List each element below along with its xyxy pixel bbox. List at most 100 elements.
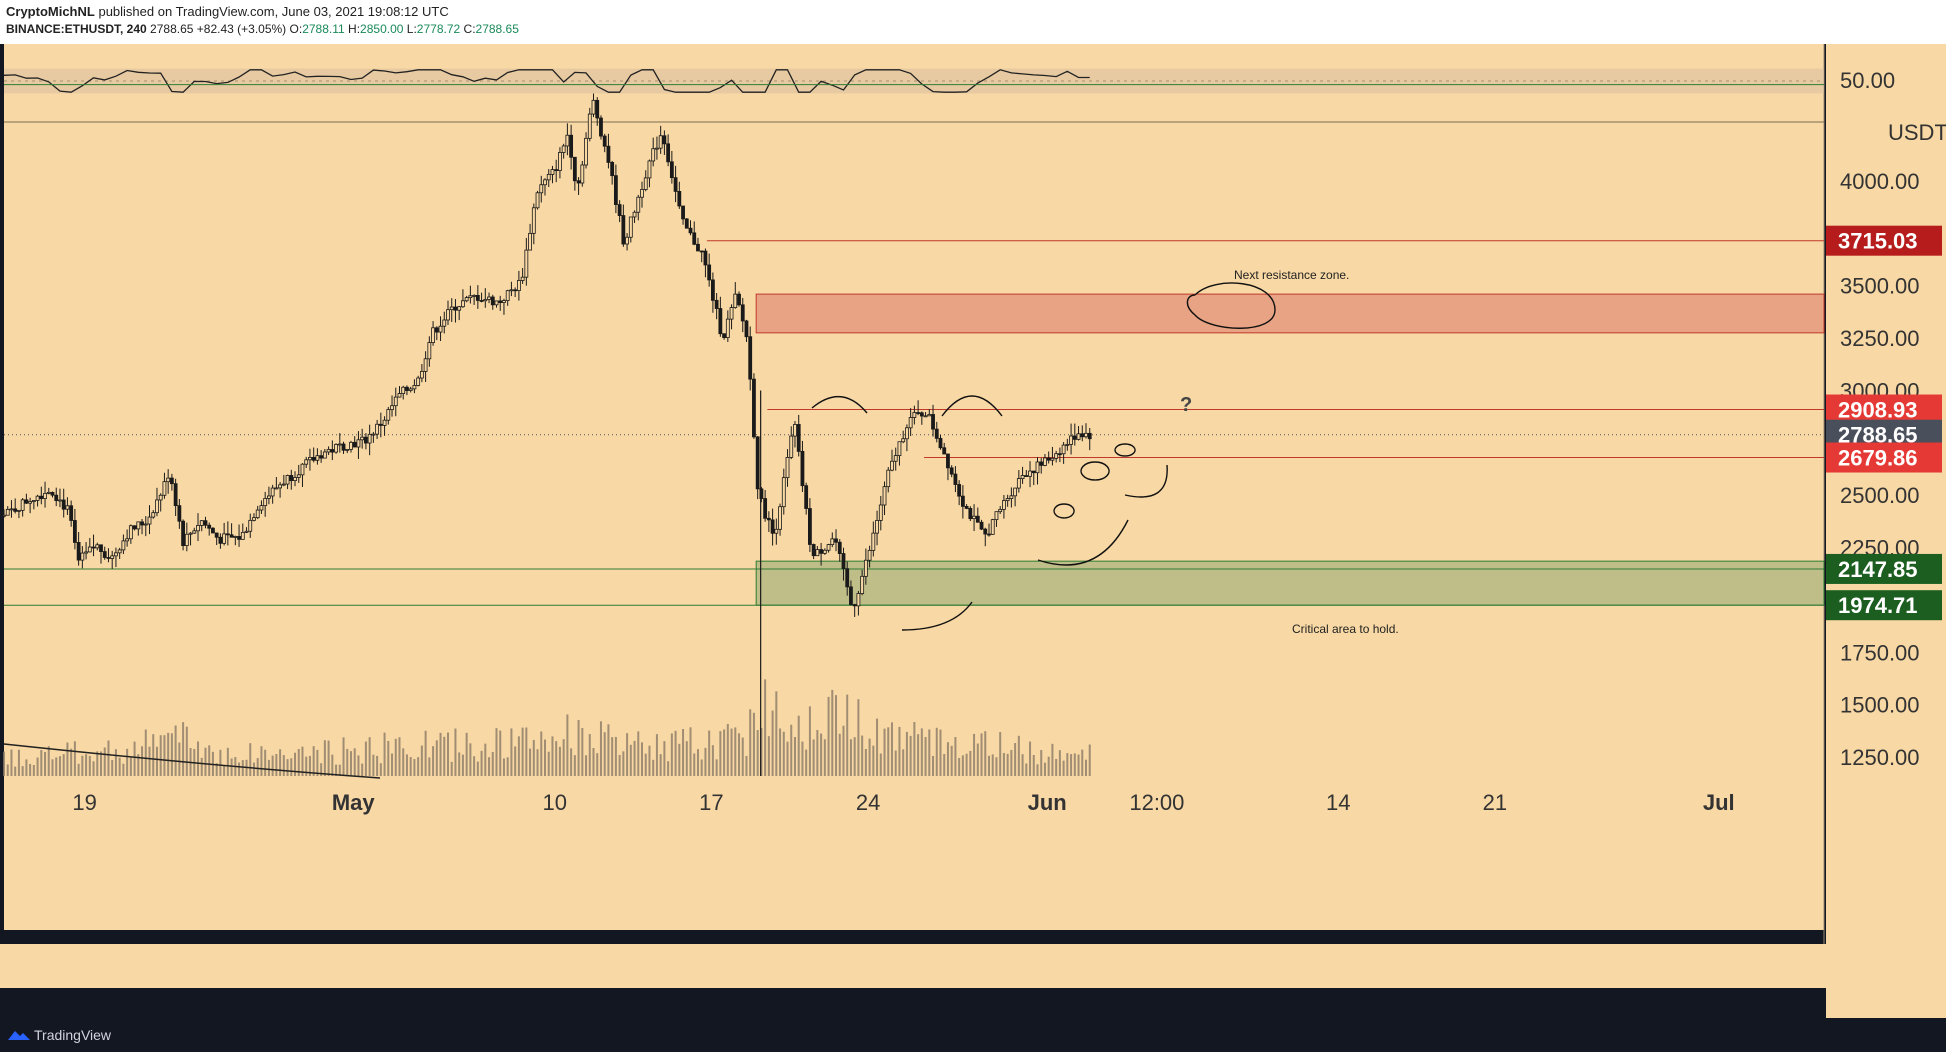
candle: [979, 521, 984, 530]
volume-bar: [40, 750, 43, 776]
candle: [550, 169, 555, 175]
resistance-zone-label: Next resistance zone.: [1234, 268, 1349, 282]
volume-bar: [435, 740, 438, 776]
candle: [475, 294, 480, 301]
candle: [490, 296, 495, 306]
candle: [688, 227, 693, 234]
volume-bar: [599, 721, 602, 776]
volume-bar: [558, 746, 561, 776]
price-chart[interactable]: 50.001250.001500.001750.002250.002500.00…: [0, 44, 1946, 1018]
volume-bar: [987, 755, 990, 776]
candle: [699, 250, 704, 253]
volume-bar: [107, 740, 110, 776]
candle: [132, 525, 137, 530]
candle: [54, 494, 59, 501]
candle: [625, 236, 629, 245]
candle: [1061, 444, 1066, 455]
volume-bar: [592, 748, 595, 776]
volume-bar: [1047, 756, 1050, 776]
candle: [931, 414, 935, 430]
candle: [774, 528, 779, 534]
volume-bar: [831, 689, 834, 776]
publish-info: published on TradingView.com, June 03, 2…: [98, 4, 449, 19]
candle: [1080, 433, 1085, 438]
open-value: 2788.11: [302, 22, 345, 36]
volume-bar: [544, 739, 547, 776]
candle: [233, 536, 238, 538]
volume-bar: [473, 756, 476, 776]
volume-bar: [738, 733, 741, 776]
x-tick-label: 21: [1483, 790, 1507, 815]
volume-bar: [208, 745, 211, 776]
volume-bar: [1040, 750, 1043, 776]
author-name[interactable]: CryptoMichNL: [6, 4, 95, 19]
candle: [543, 179, 547, 186]
volume-bar: [883, 728, 886, 776]
candle: [875, 519, 879, 534]
volume-bar: [450, 761, 453, 776]
price-label-box: [1826, 225, 1942, 256]
volume-bar: [801, 741, 804, 776]
candle: [102, 551, 107, 558]
volume-bar: [252, 762, 255, 776]
candle: [830, 538, 835, 546]
candle: [162, 481, 167, 496]
candle: [781, 477, 786, 508]
volume-bar: [749, 709, 752, 776]
candle: [572, 156, 577, 182]
candle: [878, 504, 883, 521]
volume-bar: [6, 764, 9, 776]
volume-bar: [417, 757, 420, 776]
y-tick-label: 1250.00: [1840, 745, 1920, 770]
volume-bar: [641, 742, 644, 776]
volume-bar: [387, 740, 390, 776]
volume-bar: [510, 728, 513, 776]
volume-bar: [577, 720, 580, 776]
volume-bar: [655, 734, 658, 776]
candle: [117, 549, 122, 554]
volume-bar: [420, 745, 423, 776]
candle: [905, 427, 909, 440]
volume-bar: [469, 743, 472, 776]
volume-bar: [1014, 743, 1017, 776]
volume-bar: [659, 754, 662, 776]
volume-bar: [1025, 763, 1028, 776]
volume-bar: [629, 744, 632, 776]
candle: [360, 436, 365, 441]
volume-bar: [790, 724, 793, 776]
volume-bar: [588, 734, 591, 776]
candle: [655, 147, 659, 150]
volume-bar: [70, 748, 73, 776]
candle: [938, 437, 943, 449]
candle: [505, 290, 510, 301]
volume-bar: [484, 743, 487, 776]
candle: [998, 509, 1003, 513]
candle: [20, 499, 25, 511]
candle: [69, 505, 74, 521]
candle: [207, 524, 212, 529]
candle: [890, 460, 894, 471]
candle: [1050, 457, 1055, 461]
candle: [468, 295, 473, 298]
candle: [987, 533, 991, 536]
volume-bar: [726, 723, 729, 776]
volume-bar: [696, 749, 699, 776]
y-axis-unit: USDT: [1888, 120, 1946, 145]
volume-bar: [540, 731, 543, 776]
tradingview-brand[interactable]: TradingView: [34, 1027, 112, 1043]
volume-bar: [335, 764, 338, 776]
volume-bar: [928, 729, 931, 776]
candle: [565, 134, 570, 147]
volume-bar: [409, 757, 412, 776]
candle: [1016, 478, 1021, 489]
volume-bar: [894, 750, 897, 776]
question-mark: ?: [1180, 394, 1192, 416]
candle: [785, 457, 790, 479]
candle: [240, 531, 245, 540]
volume-bar: [1066, 753, 1069, 776]
candle: [498, 300, 503, 303]
volume-bar: [864, 748, 867, 776]
candle: [248, 519, 253, 532]
candle: [308, 457, 312, 461]
volume-bar: [491, 752, 494, 776]
